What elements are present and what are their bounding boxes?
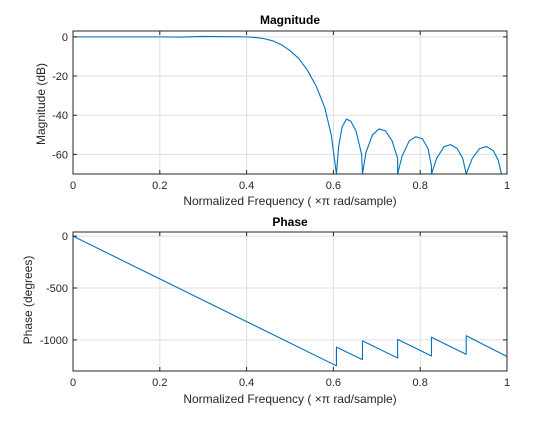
magnitude-ytick-label-0: 0: [62, 32, 68, 44]
magnitude-xtick-label-1: 0.2: [152, 180, 167, 192]
phase-xtick-label-1: 0.2: [152, 377, 167, 389]
magnitude-xtick-label-0: 0: [70, 180, 76, 192]
phase-series-line-0: [72, 235, 508, 367]
magnitude-axes: Magnitude Normalized Frequency ( ×π rad/…: [34, 13, 510, 208]
magnitude-xlabel: Normalized Frequency ( ×π rad/sample): [183, 194, 396, 208]
magnitude-title: Magnitude: [260, 13, 320, 27]
phase-xtick-label-5: 1: [504, 377, 510, 389]
magnitude-xtick-label-4: 0.8: [413, 180, 428, 192]
phase-ylabel: Phase (degrees): [21, 256, 35, 345]
phase-axes-frame: [72, 231, 508, 372]
magnitude-plot-area: 0 0.2 0.4 0.6 0.8 1 0 -20 -40 -60: [52, 30, 510, 192]
magnitude-ytick-label-2: -40: [52, 110, 68, 122]
phase-xtick-label-4: 0.8: [413, 377, 428, 389]
phase-xtick-label-0: 0: [70, 377, 76, 389]
magnitude-ytick-label-1: -20: [52, 71, 68, 83]
magnitude-xtick-label-5: 1: [504, 180, 510, 192]
phase-xlabel: Normalized Frequency ( ×π rad/sample): [183, 392, 396, 406]
phase-axes: Phase Normalized Frequency ( ×π rad/samp…: [21, 215, 510, 406]
phase-xtick-label-2: 0.4: [239, 377, 254, 389]
magnitude-series-line-0: [73, 35, 502, 175]
magnitude-ylabel: Magnitude (dB): [34, 63, 48, 145]
phase-ytick-label-1: -500: [46, 283, 68, 295]
magnitude-axes-frame: [72, 30, 508, 175]
phase-plot-area: 0 0.2 0.4 0.6 0.8 1 0 -500 -1000: [40, 231, 510, 389]
phase-ytick-label-2: -1000: [40, 335, 68, 347]
phase-title: Phase: [272, 215, 308, 229]
magnitude-xtick-label-2: 0.4: [239, 180, 254, 192]
magnitude-ytick-label-3: -60: [52, 149, 68, 161]
phase-xtick-label-3: 0.6: [326, 377, 341, 389]
phase-ytick-label-0: 0: [62, 231, 68, 243]
magnitude-xtick-label-3: 0.6: [326, 180, 341, 192]
